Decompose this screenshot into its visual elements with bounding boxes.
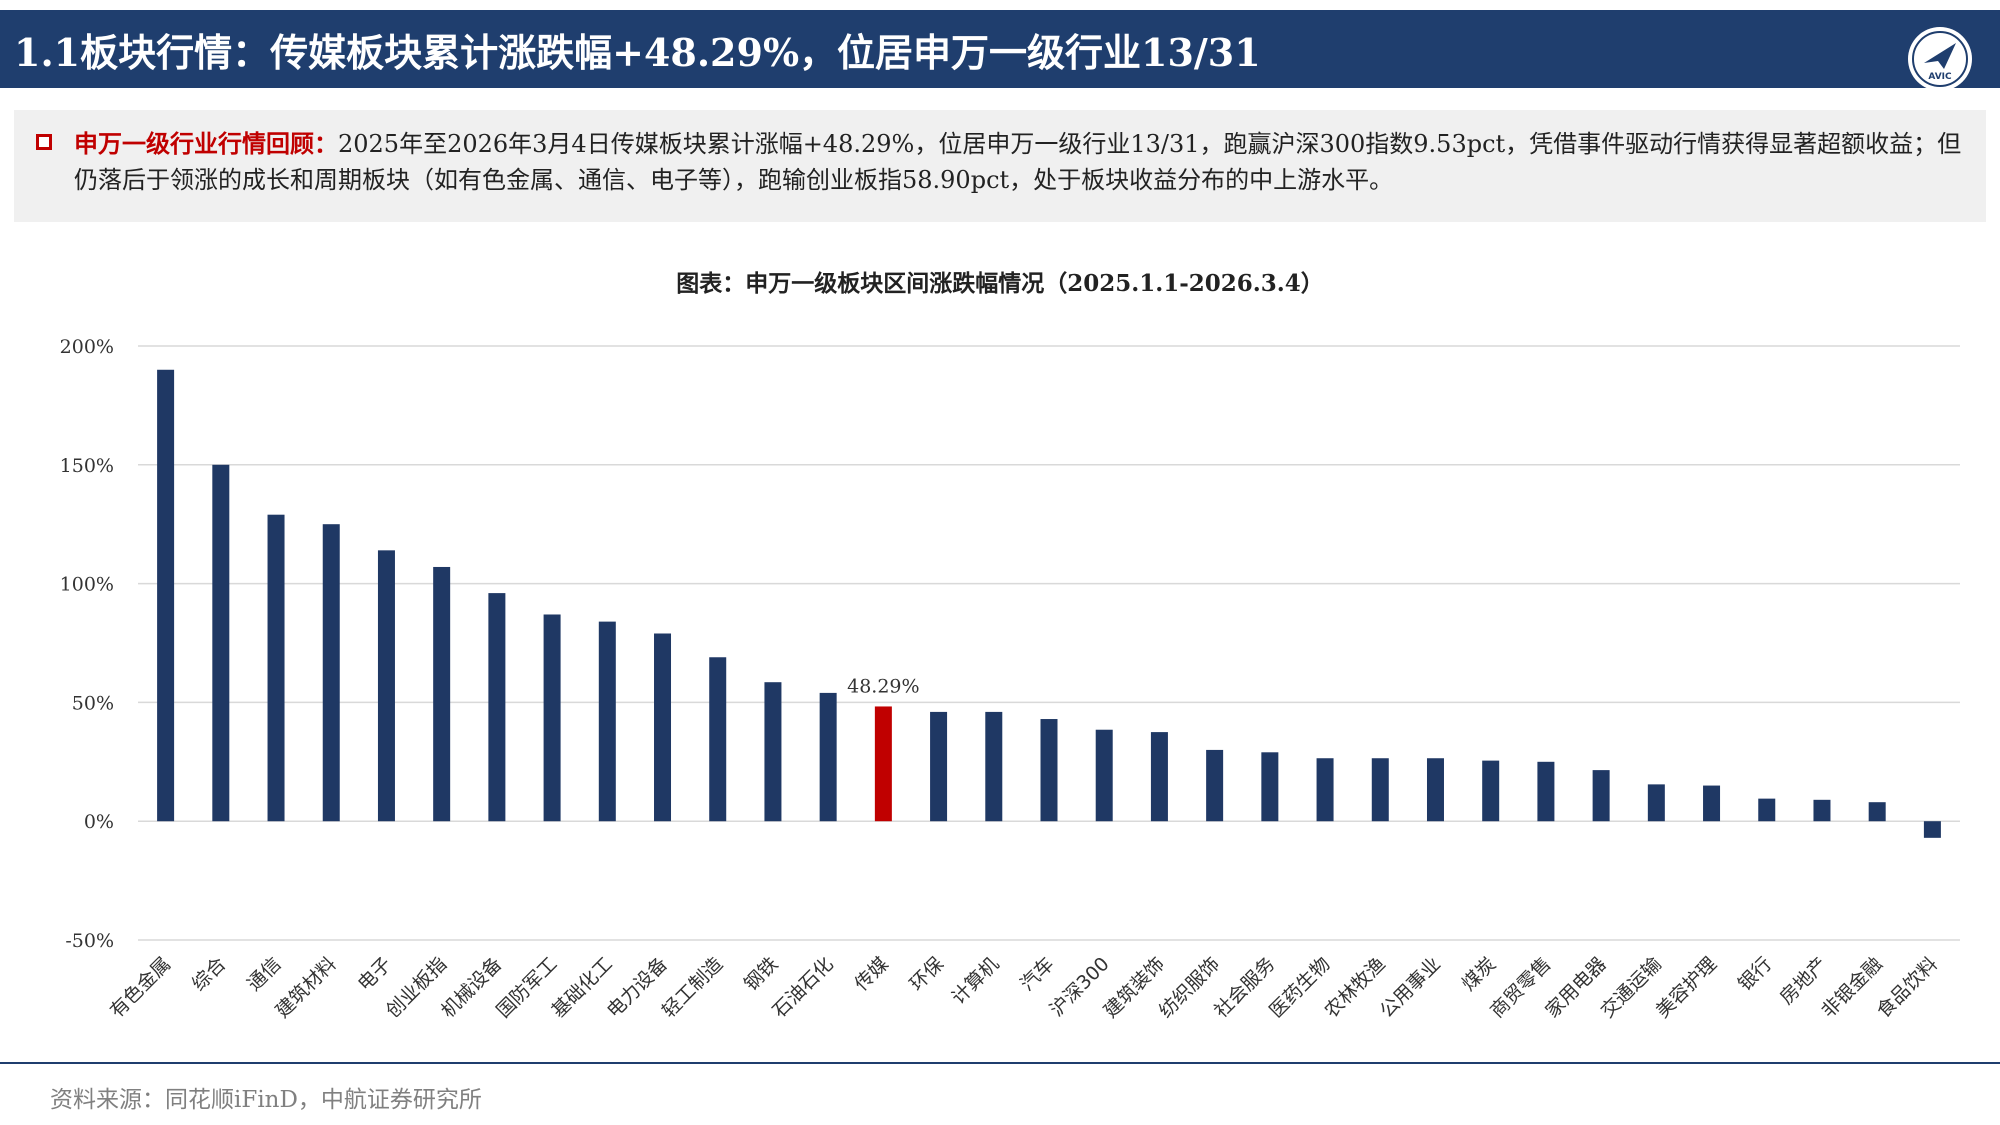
category-label: 建筑材料 bbox=[271, 953, 340, 1022]
category-label: 电力设备 bbox=[603, 953, 672, 1022]
bar-22 bbox=[1371, 758, 1389, 822]
category-label: 环保 bbox=[906, 953, 948, 995]
category-label: 有色金属 bbox=[106, 953, 175, 1022]
category-label: 基础化工 bbox=[548, 953, 617, 1022]
bar-7 bbox=[543, 614, 561, 822]
bar-12 bbox=[819, 692, 837, 822]
y-tick-label: 50% bbox=[72, 692, 114, 714]
category-label: 通信 bbox=[243, 953, 285, 995]
bar-4 bbox=[377, 550, 395, 822]
bar-15 bbox=[985, 711, 1003, 822]
footer-divider bbox=[0, 1062, 2000, 1064]
bar-26 bbox=[1592, 770, 1610, 822]
category-label: 机械设备 bbox=[437, 953, 506, 1022]
bar-9 bbox=[654, 633, 672, 822]
bar-13 bbox=[874, 706, 892, 822]
bar-18 bbox=[1150, 732, 1168, 822]
category-label: 商贸零售 bbox=[1486, 953, 1555, 1022]
category-label: 农林牧渔 bbox=[1321, 953, 1390, 1022]
bar-24 bbox=[1482, 760, 1500, 822]
page-title: 1.1板块行情：传媒板块累计涨跌幅+48.29%，位居申万一级行业13/31 bbox=[14, 29, 1261, 75]
bullet-square-icon bbox=[36, 134, 52, 150]
bar-31 bbox=[1868, 802, 1886, 822]
category-label: 银行 bbox=[1734, 953, 1776, 995]
bar-14 bbox=[930, 711, 948, 822]
bar-28 bbox=[1703, 785, 1721, 822]
avic-logo: AVIC bbox=[1908, 27, 1972, 91]
bar-20 bbox=[1261, 752, 1279, 822]
category-label: 汽车 bbox=[1016, 953, 1058, 995]
bar-30 bbox=[1813, 799, 1831, 822]
bar-16 bbox=[1040, 719, 1058, 822]
chart-title: 图表：申万一级板块区间涨跌幅情况（2025.1.1-2026.3.4） bbox=[676, 270, 1324, 297]
bar-11 bbox=[764, 682, 782, 822]
category-label: 创业板指 bbox=[382, 953, 451, 1022]
category-label: 纺织服饰 bbox=[1155, 953, 1224, 1022]
category-label: 医药生物 bbox=[1265, 953, 1334, 1022]
bar-23 bbox=[1426, 758, 1444, 822]
source-note: 资料来源：同花顺iFinD，中航证券研究所 bbox=[50, 1087, 482, 1113]
logo-text: AVIC bbox=[1928, 72, 1952, 82]
data-label-highlight: 48.29% bbox=[847, 675, 919, 697]
category-label: 美容护理 bbox=[1652, 953, 1721, 1022]
bar-17 bbox=[1095, 729, 1113, 822]
bar-0 bbox=[157, 369, 175, 822]
summary-box: 申万一级行业行情回顾：2025年至2026年3月4日传媒板块累计涨幅+48.29… bbox=[14, 110, 1986, 222]
bar-21 bbox=[1316, 758, 1334, 822]
bar-10 bbox=[709, 657, 727, 822]
y-tick-label: -50% bbox=[65, 930, 114, 952]
y-tick-label: 150% bbox=[60, 455, 114, 477]
y-tick-label: 200% bbox=[60, 336, 114, 358]
category-label: 轻工制造 bbox=[658, 953, 727, 1022]
y-tick-label: 0% bbox=[84, 811, 114, 833]
bar-27 bbox=[1647, 784, 1665, 822]
bar-5 bbox=[433, 566, 451, 822]
category-label: 国防军工 bbox=[492, 953, 561, 1022]
category-label: 电子 bbox=[354, 953, 396, 995]
bar-6 bbox=[488, 593, 506, 822]
category-label: 煤炭 bbox=[1458, 953, 1500, 995]
category-label: 石油石化 bbox=[768, 953, 837, 1022]
bar-19 bbox=[1206, 749, 1224, 822]
category-label: 食品饮料 bbox=[1873, 953, 1942, 1022]
y-tick-label: 100% bbox=[60, 574, 114, 596]
category-label: 公用事业 bbox=[1376, 953, 1445, 1022]
category-label: 建筑装饰 bbox=[1100, 953, 1169, 1022]
category-label: 非银金融 bbox=[1817, 953, 1886, 1022]
bar-32 bbox=[1923, 821, 1941, 838]
avic-logo-icon: AVIC bbox=[1912, 31, 1968, 87]
bar-8 bbox=[598, 621, 616, 822]
category-label: 社会服务 bbox=[1210, 953, 1279, 1022]
bar-1 bbox=[212, 464, 230, 822]
summary-label: 申万一级行业行情回顾： bbox=[74, 129, 338, 158]
category-label: 传媒 bbox=[850, 953, 892, 995]
category-label: 综合 bbox=[188, 953, 230, 995]
bar-29 bbox=[1758, 798, 1776, 822]
category-label: 钢铁 bbox=[740, 953, 782, 995]
category-label: 计算机 bbox=[947, 953, 1003, 1009]
bar-3 bbox=[322, 524, 340, 822]
bar-25 bbox=[1537, 761, 1555, 822]
category-label: 交通运输 bbox=[1597, 953, 1666, 1022]
header-bar: 1.1板块行情：传媒板块累计涨跌幅+48.29%，位居申万一级行业13/31 A… bbox=[0, 10, 2000, 91]
bar-2 bbox=[267, 514, 285, 822]
category-label: 家用电器 bbox=[1541, 953, 1610, 1022]
summary-text: 2025年至2026年3月4日传媒板块累计涨幅+48.29%，位居申万一级行业1… bbox=[74, 130, 1962, 194]
